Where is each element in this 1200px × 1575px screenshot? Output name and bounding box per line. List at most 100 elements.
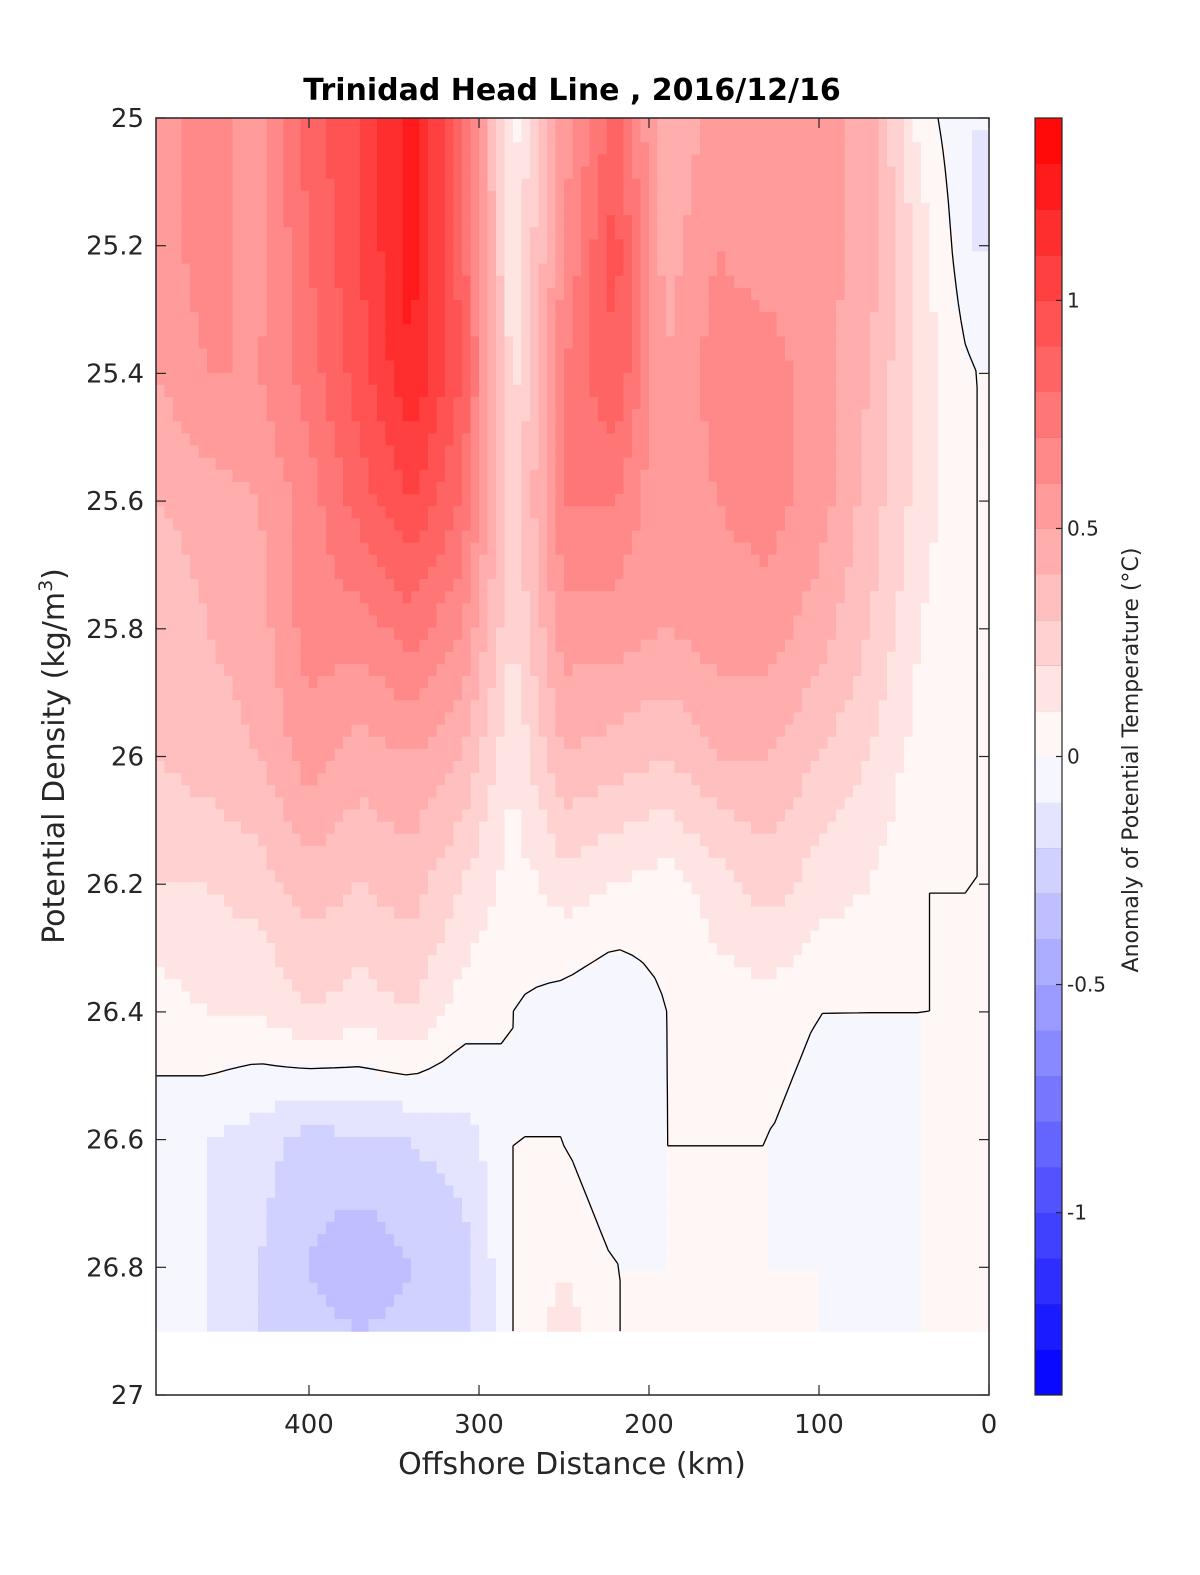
- heatmap-cell: [734, 433, 744, 447]
- heatmap-cell: [275, 251, 285, 265]
- heatmap-cell: [334, 154, 344, 168]
- heatmap-cell: [419, 457, 429, 471]
- heatmap-cell: [173, 445, 183, 459]
- heatmap-cell: [470, 457, 480, 471]
- heatmap-cell: [691, 287, 701, 301]
- heatmap-cell: [615, 542, 625, 556]
- heatmap-cell: [980, 324, 989, 337]
- heatmap-cell: [734, 481, 744, 495]
- heatmap-cell: [572, 154, 582, 168]
- heatmap-cell: [878, 178, 888, 192]
- heatmap-cell: [819, 202, 829, 216]
- heatmap-cell: [334, 312, 344, 325]
- heatmap-cell: [300, 469, 310, 483]
- heatmap-cell: [360, 554, 370, 568]
- heatmap-cell: [479, 118, 489, 131]
- heatmap-cell: [470, 348, 480, 362]
- heatmap-cell: [861, 287, 871, 301]
- heatmap-cell: [309, 712, 319, 726]
- heatmap-cell: [309, 663, 319, 677]
- heatmap-cell: [776, 190, 786, 204]
- heatmap-cell: [564, 372, 574, 386]
- heatmap-cell: [980, 275, 989, 289]
- heatmap-cell: [632, 384, 642, 398]
- heatmap-cell: [802, 360, 812, 374]
- heatmap-cell: [470, 312, 480, 325]
- heatmap-cell: [300, 336, 310, 350]
- heatmap-cell: [564, 118, 574, 131]
- heatmap-cell: [819, 603, 829, 616]
- heatmap-cell: [496, 518, 506, 532]
- heatmap-cell: [938, 457, 948, 471]
- heatmap-cell: [521, 481, 531, 495]
- heatmap-cell: [802, 518, 812, 532]
- heatmap-cell: [946, 251, 956, 265]
- heatmap-cell: [751, 312, 761, 325]
- heatmap-cell: [827, 348, 837, 362]
- heatmap-cell: [207, 142, 217, 155]
- heatmap-cell: [343, 190, 353, 204]
- heatmap-cell: [334, 130, 344, 143]
- heatmap-cell: [793, 190, 803, 204]
- heatmap-cell: [810, 227, 820, 240]
- heatmap-cell: [521, 202, 531, 216]
- heatmap-cell: [445, 166, 455, 180]
- heatmap-cell: [819, 469, 829, 483]
- heatmap-cell: [657, 554, 667, 568]
- heatmap-cell: [674, 348, 684, 362]
- heatmap-cell: [181, 263, 191, 277]
- heatmap-cell: [742, 142, 752, 155]
- heatmap-cell: [785, 336, 795, 350]
- heatmap-cell: [887, 639, 897, 653]
- heatmap-cell: [768, 433, 778, 447]
- heatmap-cell: [555, 202, 565, 216]
- heatmap-cell: [521, 554, 531, 568]
- heatmap-cell: [224, 518, 234, 532]
- heatmap-cell: [377, 627, 387, 641]
- heatmap-cell: [819, 579, 829, 592]
- heatmap-cell: [802, 154, 812, 168]
- heatmap-cell: [717, 494, 727, 507]
- heatmap-cell: [717, 251, 727, 265]
- heatmap-cell: [275, 348, 285, 362]
- heatmap-cell: [462, 202, 472, 216]
- heatmap-cell: [878, 324, 888, 337]
- heatmap-cell: [521, 299, 531, 313]
- heatmap-cell: [606, 566, 616, 580]
- heatmap-cell: [802, 506, 812, 519]
- heatmap-cell: [309, 530, 319, 544]
- heatmap-cell: [224, 324, 234, 337]
- heatmap-cell: [521, 118, 531, 131]
- heatmap-cell: [309, 336, 319, 350]
- heatmap-cell: [623, 348, 633, 362]
- heatmap-cell: [368, 154, 378, 168]
- heatmap-cell: [581, 421, 591, 435]
- heatmap-cell: [887, 457, 897, 471]
- heatmap-cell: [181, 518, 191, 532]
- heatmap-cell: [266, 554, 276, 568]
- heatmap-cell: [190, 239, 200, 253]
- heatmap-cell: [785, 372, 795, 386]
- heatmap-cell: [870, 481, 880, 495]
- heatmap-cell: [564, 712, 574, 726]
- heatmap-cell: [377, 663, 387, 677]
- heatmap-cell: [657, 651, 667, 665]
- heatmap-cell: [198, 566, 208, 580]
- heatmap-cell: [241, 360, 251, 374]
- heatmap-cell: [496, 554, 506, 568]
- heatmap-cell: [419, 688, 429, 701]
- heatmap-cell: [258, 251, 268, 265]
- heatmap-cell: [190, 409, 200, 422]
- heatmap-cell: [904, 615, 914, 629]
- heatmap-cell: [334, 481, 344, 495]
- heatmap-cell: [649, 287, 659, 301]
- heatmap-cell: [955, 688, 965, 701]
- heatmap-cell: [776, 494, 786, 507]
- heatmap-cell: [351, 566, 361, 580]
- heatmap-cell: [326, 299, 336, 313]
- heatmap-cell: [572, 627, 582, 641]
- heatmap-cell: [819, 227, 829, 240]
- heatmap-cell: [309, 166, 319, 180]
- heatmap-cell: [224, 372, 234, 386]
- heatmap-cell: [249, 530, 259, 544]
